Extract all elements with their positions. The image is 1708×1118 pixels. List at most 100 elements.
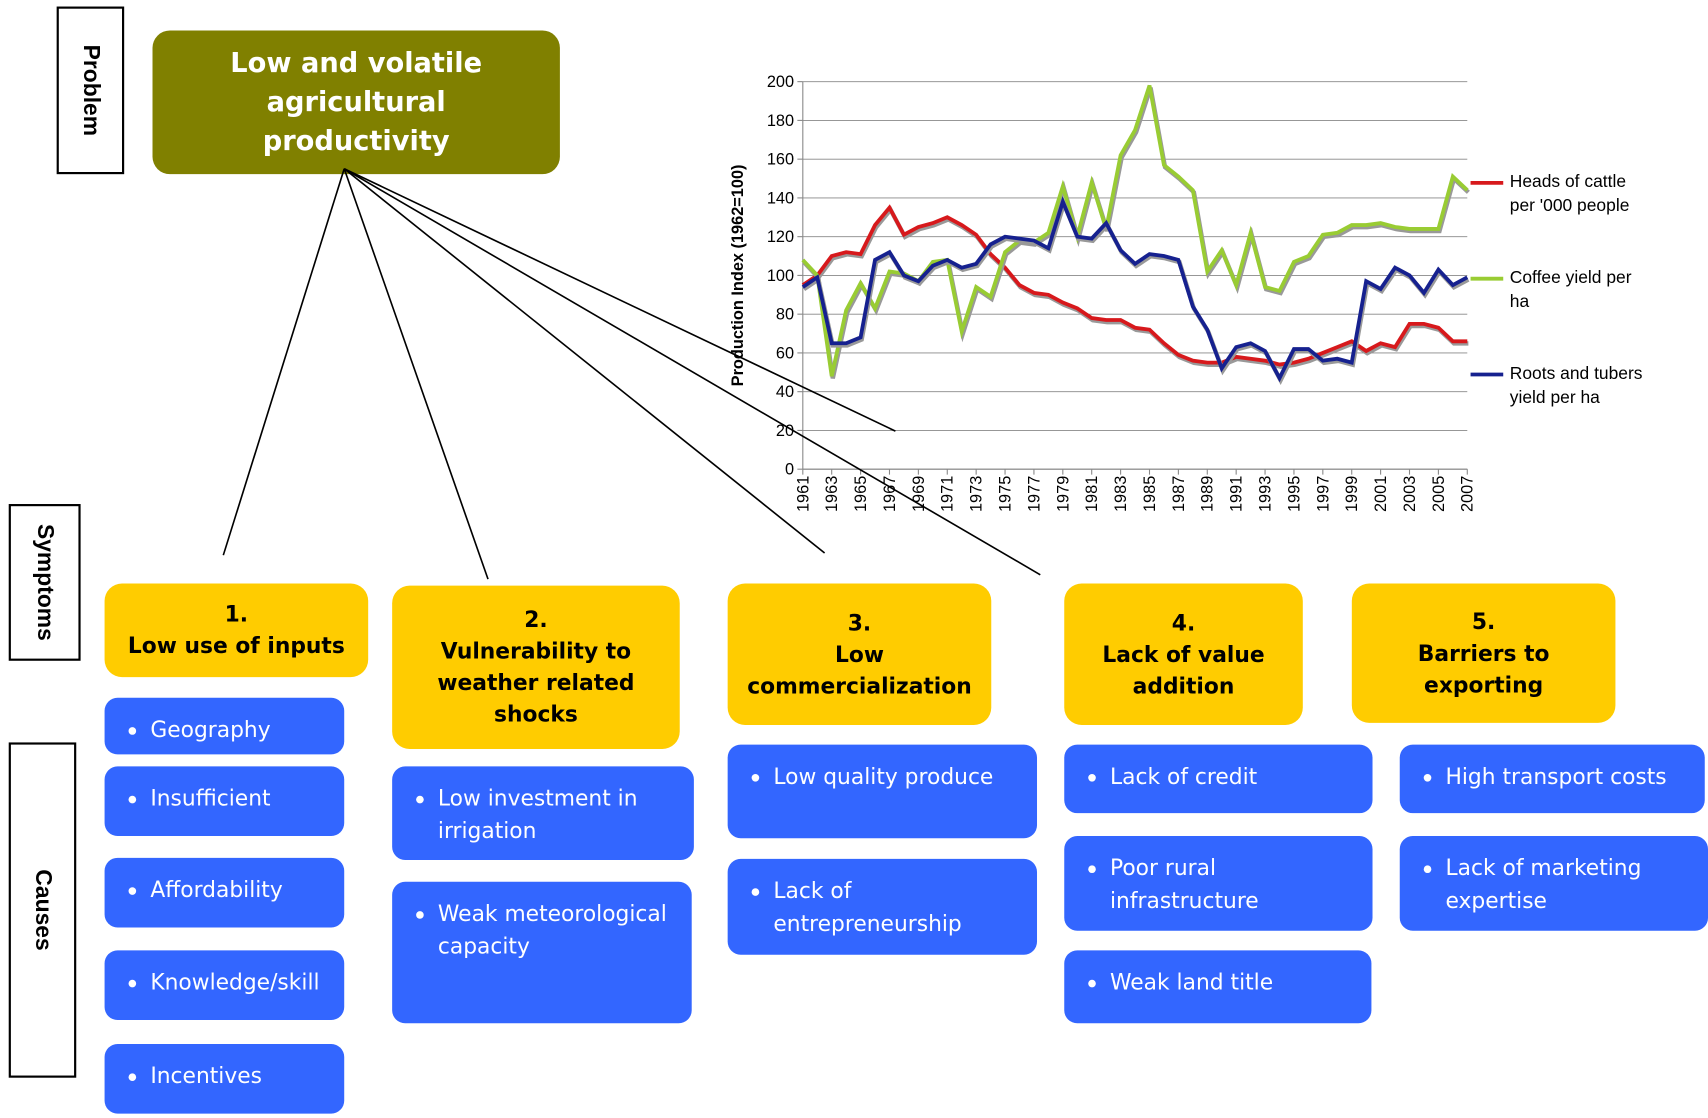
side-label-box: Problem [56, 6, 125, 175]
cause-box: Poor rural infrastructure [1064, 836, 1373, 931]
bullet [128, 727, 137, 735]
bullet [128, 1073, 137, 1081]
x-tick-label: 1989 [1199, 476, 1217, 512]
x-tick-label: 1983 [1112, 476, 1130, 512]
y-tick-label: 140 [767, 189, 794, 207]
x-tick-label: 1963 [823, 476, 841, 512]
symptom-number: 5. [1471, 607, 1496, 635]
bullet [1423, 773, 1432, 782]
y-tick-label: 120 [767, 228, 794, 246]
side-label: Causes [30, 869, 56, 951]
cause-label: Weak meteorological capacity [437, 900, 667, 960]
cause-label: Knowledge/skill [150, 968, 320, 995]
bullet [128, 887, 137, 895]
bullet [416, 795, 424, 804]
symptom-number: 3. [847, 609, 872, 636]
side-label-box: Causes [8, 742, 77, 1078]
y-tick-label: 100 [767, 267, 794, 285]
x-tick-label: 2005 [1430, 476, 1448, 512]
bullet [128, 795, 137, 804]
x-tick-label: 1969 [910, 476, 928, 512]
x-tick-label: 1961 [794, 476, 812, 512]
y-tick-label: 200 [767, 73, 794, 91]
bullet [751, 773, 760, 782]
symptom-number: 4. [1171, 609, 1196, 636]
bullet [416, 911, 424, 919]
cause-label: Insufficient [150, 784, 271, 812]
cause-box: Knowledge/skill [104, 950, 345, 1021]
x-tick-label: 1999 [1343, 476, 1361, 512]
side-label: Symptoms [32, 523, 58, 641]
cause-label: Low investment in irrigation [437, 784, 638, 844]
cause-box: Geography [104, 697, 345, 755]
x-tick-label: 1991 [1228, 476, 1246, 512]
x-tick-label: 1987 [1170, 476, 1188, 512]
cause-box: High transport costs [1399, 744, 1705, 814]
symptom-label: Lack of value addition [1102, 640, 1265, 699]
cause-label: Lack of credit [1109, 763, 1258, 790]
bullet [1088, 865, 1096, 874]
cause-box: Weak meteorological capacity [392, 881, 692, 1024]
cause-label: Affordability [150, 876, 283, 903]
cause-box: Lack of marketing expertise [1399, 836, 1708, 931]
cause-label: Low quality produce [773, 763, 994, 790]
cause-box: Lack of entrepreneurship [727, 858, 1038, 955]
symptom-number: 1. [224, 600, 249, 628]
x-tick-label: 1985 [1141, 476, 1159, 512]
cause-label: Lack of marketing expertise [1445, 854, 1642, 914]
x-tick-label: 1973 [968, 476, 986, 512]
x-tick-label: 1981 [1083, 476, 1101, 512]
y-tick-label: 20 [776, 422, 794, 440]
symptom-box: 3. Low commercialization [727, 583, 992, 726]
x-tick-label: 1977 [1025, 476, 1043, 512]
cause-box: Insufficient [104, 766, 345, 837]
x-tick-label: 1993 [1256, 476, 1274, 512]
symptom-label: Vulnerability to weather related shocks [437, 637, 635, 728]
cause-label: Lack of entrepreneurship [773, 877, 962, 937]
y-axis-label: Production Index (1962=100) [729, 165, 747, 387]
symptom-box: 4. Lack of value addition [1064, 583, 1303, 726]
symptom-box: 1. Low use of inputs [104, 583, 369, 678]
legend-label: Coffee yield per ha [1509, 268, 1632, 312]
x-tick-label: 1965 [852, 476, 870, 512]
cause-box: Low investment in irrigation [392, 766, 694, 860]
cause-label: Incentives [150, 1062, 262, 1089]
symptom-box: 2. Vulnerability to weather related shock… [392, 585, 680, 749]
cause-box: Incentives [104, 1043, 345, 1114]
cause-label: Geography [150, 716, 271, 743]
symptom-box: 5. Barriers to exporting [1351, 583, 1616, 723]
x-tick-label: 1975 [996, 476, 1014, 512]
x-tick-label: 1979 [1054, 476, 1072, 512]
bullet [1088, 773, 1096, 782]
y-tick-label: 180 [767, 112, 794, 130]
cause-label: High transport costs [1445, 763, 1667, 790]
side-label: Problem [78, 44, 104, 137]
bullet [128, 979, 137, 988]
bullet [1423, 865, 1432, 874]
symptom-label: Barriers to exporting [1417, 639, 1550, 698]
y-tick-label: 160 [767, 151, 794, 169]
x-tick-label: 1995 [1285, 476, 1303, 512]
x-tick-label: 1967 [881, 476, 899, 512]
symptom-label: Low use of inputs [127, 632, 345, 659]
x-tick-label: 1997 [1314, 476, 1332, 512]
x-tick-label: 2001 [1372, 476, 1390, 512]
problem-box: Low and volatile agricultural productivi… [152, 30, 560, 175]
y-tick-label: 0 [785, 461, 794, 479]
cause-box: Affordability [104, 857, 345, 928]
y-tick-label: 60 [776, 344, 794, 362]
bullet [751, 888, 760, 896]
y-tick-label: 80 [776, 306, 794, 324]
x-tick-label: 1971 [939, 476, 957, 512]
legend-label: Roots and tubers yield per ha [1509, 364, 1643, 408]
cause-box: Low quality produce [727, 744, 1038, 839]
x-tick-label: 2003 [1401, 476, 1419, 512]
side-label-box: Symptoms [8, 504, 81, 661]
symptom-number: 2. [524, 606, 548, 633]
symptom-label: Low commercialization [747, 640, 972, 699]
bullet [1088, 979, 1096, 988]
cause-box: Weak land title [1064, 950, 1372, 1024]
cause-box: Lack of credit [1064, 744, 1373, 814]
